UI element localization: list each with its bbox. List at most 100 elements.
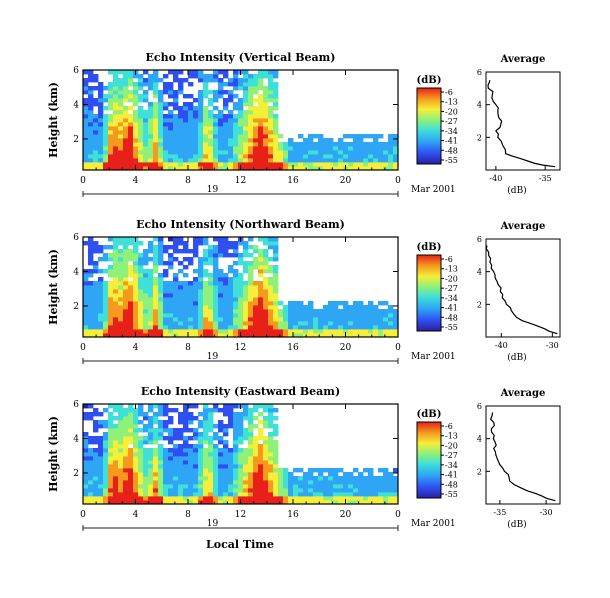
heatmap-cell — [223, 448, 229, 453]
heatmap-cell — [248, 90, 254, 95]
heatmap-cell — [228, 241, 234, 246]
heatmap-cell — [83, 492, 89, 497]
x-tick-label: 8 — [185, 510, 191, 520]
heatmap-cell — [343, 488, 349, 493]
heatmap-cell — [203, 472, 209, 477]
heatmap-cell — [133, 285, 139, 290]
heatmap-cell — [253, 158, 259, 163]
heatmap-cell — [208, 480, 214, 485]
heatmap-cell — [148, 138, 154, 143]
heatmap-cell — [273, 309, 279, 314]
heatmap-cell — [88, 472, 94, 477]
heatmap-cell — [238, 273, 244, 278]
heatmap-cell — [153, 162, 159, 167]
heatmap-cell — [213, 70, 219, 75]
heatmap-cell — [163, 305, 169, 310]
heatmap-cell — [273, 277, 279, 282]
heatmap-cell — [198, 106, 204, 111]
heatmap-cell — [228, 297, 234, 302]
heatmap-cell — [93, 305, 99, 310]
heatmap-cell — [113, 444, 119, 449]
heatmap-cell — [238, 130, 244, 135]
heatmap-cell — [138, 126, 144, 131]
heatmap-cell — [248, 166, 254, 171]
heatmap-cell — [253, 329, 259, 334]
heatmap-cell — [173, 472, 179, 477]
heatmap-cell — [138, 82, 144, 87]
heatmap-cell — [263, 325, 269, 330]
heatmap-cell — [148, 476, 154, 481]
heatmap-cell — [193, 150, 199, 155]
heatmap-cell — [318, 321, 324, 326]
heatmap-cell — [113, 134, 119, 139]
heatmap-cell — [308, 492, 314, 497]
heatmap-cell — [213, 325, 219, 330]
heatmap-cell — [93, 321, 99, 326]
heatmap-cell — [263, 150, 269, 155]
heatmap-cell — [118, 281, 124, 286]
heatmap-cell — [218, 309, 224, 314]
heatmap-cell — [273, 253, 279, 258]
heatmap-cell — [178, 468, 184, 473]
heatmap-cell — [88, 138, 94, 143]
heatmap — [83, 70, 399, 171]
heatmap-cell — [283, 313, 289, 318]
heatmap-cell — [108, 436, 114, 441]
heatmap-cell — [163, 456, 169, 461]
heatmap-cell — [83, 134, 89, 139]
heatmap-cell — [263, 329, 269, 334]
heatmap-cell — [258, 126, 264, 131]
heatmap-cell — [253, 452, 259, 457]
heatmap-cell — [138, 472, 144, 477]
heatmap-cell — [373, 305, 379, 310]
heatmap-cell — [158, 154, 164, 159]
heatmap-cell — [188, 301, 194, 306]
heatmap-cell — [88, 74, 94, 79]
heatmap-cell — [238, 496, 244, 501]
heatmap-cell — [208, 110, 214, 115]
heatmap-cell — [118, 106, 124, 111]
heatmap-cell — [308, 313, 314, 318]
heatmap-cell — [183, 114, 189, 119]
heatmap-cell — [263, 114, 269, 119]
heatmap-cell — [388, 321, 394, 326]
heatmap-cell — [103, 305, 109, 310]
heatmap-cell — [218, 166, 224, 171]
heatmap-cell — [138, 317, 144, 322]
heatmap-cell — [113, 106, 119, 111]
colorbar-tick-label: -48 — [445, 480, 458, 489]
heatmap-cell — [343, 492, 349, 497]
heatmap-cell — [388, 313, 394, 318]
heatmap-cell — [173, 241, 179, 246]
heatmap-cell — [243, 114, 249, 119]
heatmap-cell — [288, 480, 294, 485]
heatmap-cell — [113, 464, 119, 469]
heatmap-cell — [98, 150, 104, 155]
heatmap-cell — [118, 273, 124, 278]
heatmap-cell — [133, 241, 139, 246]
heatmap-cell — [213, 142, 219, 147]
heatmap-cell — [328, 484, 334, 489]
heatmap-cell — [163, 313, 169, 318]
heatmap-cell — [188, 428, 194, 433]
heatmap-cell — [163, 492, 169, 497]
heatmap-cell — [83, 325, 89, 330]
heatmap-cell — [238, 424, 244, 429]
heatmap-cell — [253, 86, 259, 91]
colorbar-tick-label: -27 — [445, 451, 458, 460]
heatmap-cell — [258, 309, 264, 314]
heatmap-cell — [228, 130, 234, 135]
heatmap-cell — [223, 126, 229, 131]
heatmap-cell — [218, 114, 224, 119]
heatmap-cell — [323, 317, 329, 322]
heatmap-cell — [298, 476, 304, 481]
heatmap-cell — [158, 158, 164, 163]
heatmap-cell — [313, 134, 319, 139]
heatmap-cell — [203, 90, 209, 95]
heatmap-cell — [213, 150, 219, 155]
heatmap-cell — [268, 265, 274, 270]
heatmap-cell — [113, 98, 119, 103]
heatmap-cell — [113, 404, 119, 409]
heatmap-cell — [133, 488, 139, 493]
heatmap-cell — [273, 70, 279, 75]
